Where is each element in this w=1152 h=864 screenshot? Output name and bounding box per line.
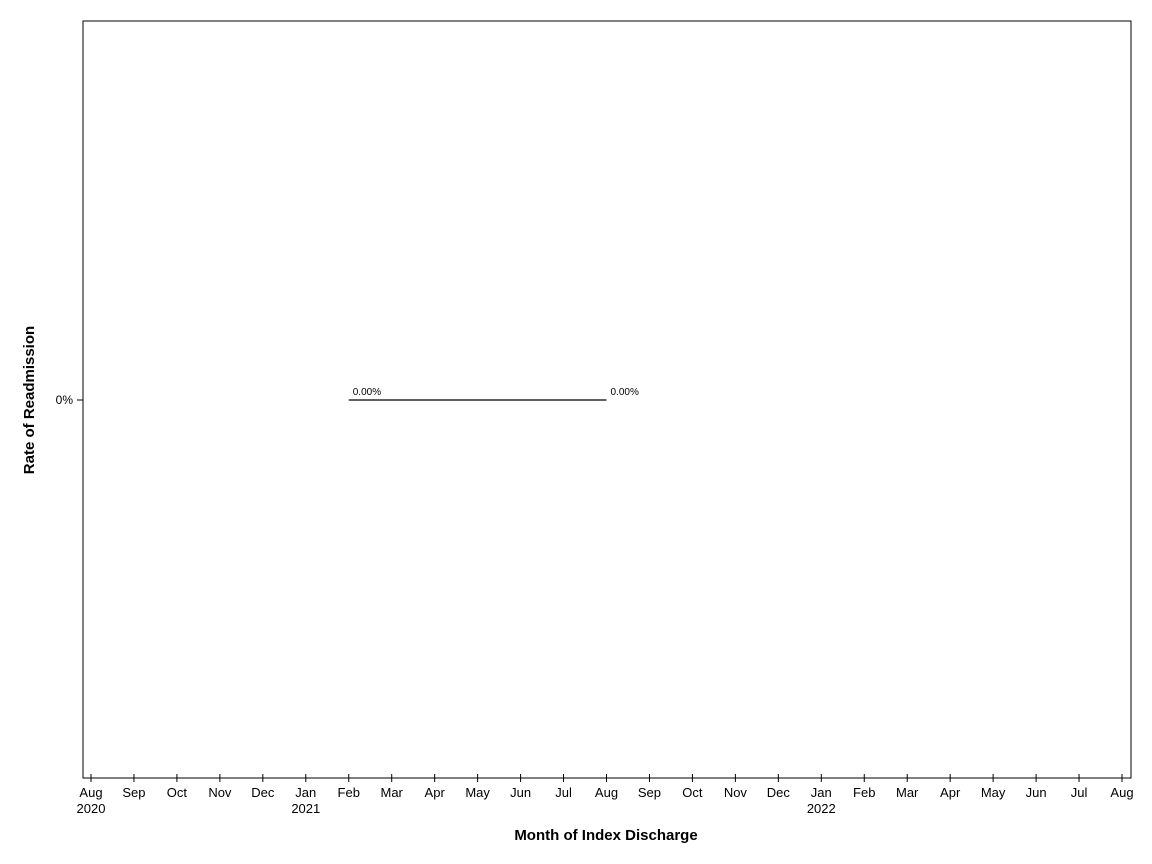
- x-tick-label: Jun: [510, 785, 531, 800]
- plot-frame: [82, 20, 1132, 779]
- x-tick-year-label: 2021: [291, 801, 320, 816]
- x-tick-year-label: 2022: [807, 801, 836, 816]
- x-tick-label: Feb: [853, 785, 875, 800]
- x-tick-label: Oct: [682, 785, 703, 800]
- x-tick-label: Nov: [724, 785, 748, 800]
- x-axis-title: Month of Index Discharge: [514, 827, 697, 844]
- y-axis-title: Rate of Readmission: [21, 326, 38, 474]
- x-tick-label: Mar: [381, 785, 404, 800]
- x-tick-label: Oct: [167, 785, 188, 800]
- x-tick-year-label: 2020: [77, 801, 106, 816]
- x-tick-label: Sep: [122, 785, 145, 800]
- x-tick-label: Sep: [638, 785, 661, 800]
- x-tick-label: Jun: [1026, 785, 1047, 800]
- x-tick-label: Apr: [940, 785, 961, 800]
- series-layer: 0.00% 0.00%: [348, 387, 639, 401]
- x-tick-label: Aug: [595, 785, 618, 800]
- y-axis: 0%: [56, 393, 83, 407]
- x-tick-label: May: [465, 785, 490, 800]
- x-tick-label: Jul: [1071, 785, 1088, 800]
- x-tick-label: May: [981, 785, 1006, 800]
- data-label: 0.00%: [353, 387, 381, 398]
- x-tick-label: Jan: [811, 785, 832, 800]
- x-tick-label: Jan: [295, 785, 316, 800]
- x-tick-label: Mar: [896, 785, 919, 800]
- x-tick-label: Jul: [555, 785, 572, 800]
- y-tick-label: 0%: [56, 393, 74, 407]
- x-tick-label: Feb: [338, 785, 360, 800]
- x-tick-label: Dec: [767, 785, 791, 800]
- x-tick-label: Nov: [208, 785, 232, 800]
- data-label: 0.00%: [611, 387, 639, 398]
- x-tick-label: Aug: [1110, 785, 1133, 800]
- x-tick-label: Apr: [425, 785, 446, 800]
- x-tick-label: Dec: [251, 785, 275, 800]
- x-tick-label: Aug: [79, 785, 102, 800]
